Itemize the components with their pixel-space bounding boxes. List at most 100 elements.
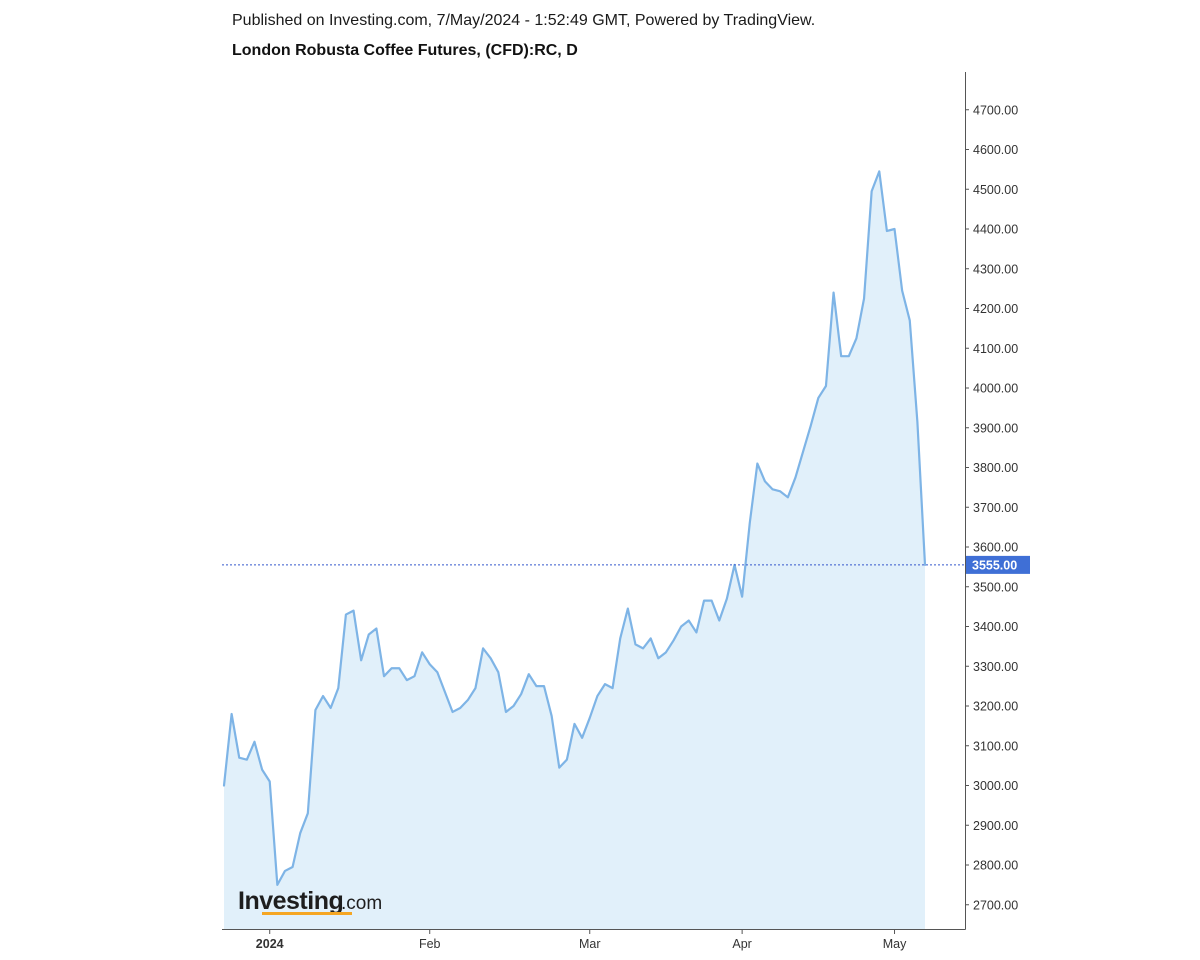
data-point (832, 291, 836, 295)
data-point (321, 694, 325, 698)
data-point (618, 636, 622, 640)
data-point (519, 692, 523, 696)
data-point (283, 869, 287, 873)
data-point (557, 766, 561, 770)
investing-logo: Investing .com (238, 887, 382, 915)
data-point (771, 487, 775, 491)
series-area-fill (224, 171, 925, 930)
data-point (291, 865, 295, 869)
data-point (687, 619, 691, 623)
y-tick-label: 2800.00 (973, 859, 1018, 873)
data-point (260, 768, 264, 772)
data-point (252, 740, 256, 744)
x-tick-label: Feb (419, 937, 441, 951)
series-line (222, 170, 927, 886)
data-point (672, 638, 676, 642)
data-point (915, 420, 919, 424)
last-price-badge: 3555.00 (966, 555, 1030, 574)
data-point (222, 784, 226, 788)
y-tick-label: 3900.00 (973, 421, 1018, 435)
data-point (580, 736, 584, 740)
data-point (801, 450, 805, 454)
logo-underline (262, 912, 352, 915)
data-point (633, 642, 637, 646)
data-point (489, 656, 493, 660)
y-tick-label: 4300.00 (973, 262, 1018, 276)
data-point (451, 710, 455, 714)
y-tick-label: 4500.00 (973, 183, 1018, 197)
data-point (534, 684, 538, 688)
x-tick-label: Apr (732, 937, 751, 951)
data-point (702, 599, 706, 603)
data-point (588, 716, 592, 720)
data-point (740, 595, 744, 599)
y-tick-label: 4100.00 (973, 342, 1018, 356)
published-note: Published on Investing.com, 7/May/2024 -… (232, 12, 816, 29)
axes: 2700.00 2800.00 2900.00 3000.00 3100.00 3200.… (222, 72, 1030, 951)
data-point (481, 646, 485, 650)
data-point (885, 229, 889, 233)
y-tick-label: 3100.00 (973, 739, 1018, 753)
data-point (694, 630, 698, 634)
data-point (565, 758, 569, 762)
data-point (816, 396, 820, 400)
data-point (435, 670, 439, 674)
y-tick-label: 4700.00 (973, 103, 1018, 117)
data-point (336, 686, 340, 690)
data-point (854, 336, 858, 340)
data-point (428, 662, 432, 666)
data-point (298, 831, 302, 835)
y-tick-label: 4000.00 (973, 382, 1018, 396)
data-point (763, 479, 767, 483)
data-point (390, 666, 394, 670)
y-tick-label: 3200.00 (973, 700, 1018, 714)
data-point (664, 650, 668, 654)
data-point (725, 597, 729, 601)
data-point (824, 384, 828, 388)
data-point (458, 706, 462, 710)
data-point (603, 682, 607, 686)
y-tick-label: 3000.00 (973, 779, 1018, 793)
data-point (230, 712, 234, 716)
last-price-label: 3555.00 (972, 558, 1017, 572)
data-point (313, 708, 317, 712)
data-point (900, 289, 904, 293)
data-point (306, 811, 310, 815)
data-point (397, 666, 401, 670)
y-tick-label: 3500.00 (973, 580, 1018, 594)
data-point (573, 722, 577, 726)
data-point (755, 462, 759, 466)
data-point (420, 650, 424, 654)
data-point (839, 354, 843, 358)
y-tick-label: 3700.00 (973, 501, 1018, 515)
data-point (908, 318, 912, 322)
data-point (641, 646, 645, 650)
data-point (473, 686, 477, 690)
data-point (710, 599, 714, 603)
data-point (793, 475, 797, 479)
data-point (374, 626, 378, 630)
data-point (405, 678, 409, 682)
y-tick-label: 4400.00 (973, 223, 1018, 237)
data-point (550, 714, 554, 718)
x-tick-label: Mar (579, 937, 601, 951)
data-point (847, 354, 851, 358)
data-point (382, 674, 386, 678)
plot-area (222, 170, 965, 930)
y-tick-label: 3800.00 (973, 461, 1018, 475)
data-point (778, 489, 782, 493)
x-tick-label: 2024 (256, 937, 284, 951)
y-tick-label: 2700.00 (973, 898, 1018, 912)
logo-text: Investing (238, 887, 343, 915)
y-tick-label: 4600.00 (973, 143, 1018, 157)
y-tick-label: 3300.00 (973, 660, 1018, 674)
data-point (443, 690, 447, 694)
data-point (268, 780, 272, 784)
data-point (466, 698, 470, 702)
logo-suffix: .com (341, 893, 382, 914)
y-tick-label: 3400.00 (973, 620, 1018, 634)
data-point (527, 672, 531, 676)
data-point (512, 704, 516, 708)
y-tick-label: 2900.00 (973, 819, 1018, 833)
